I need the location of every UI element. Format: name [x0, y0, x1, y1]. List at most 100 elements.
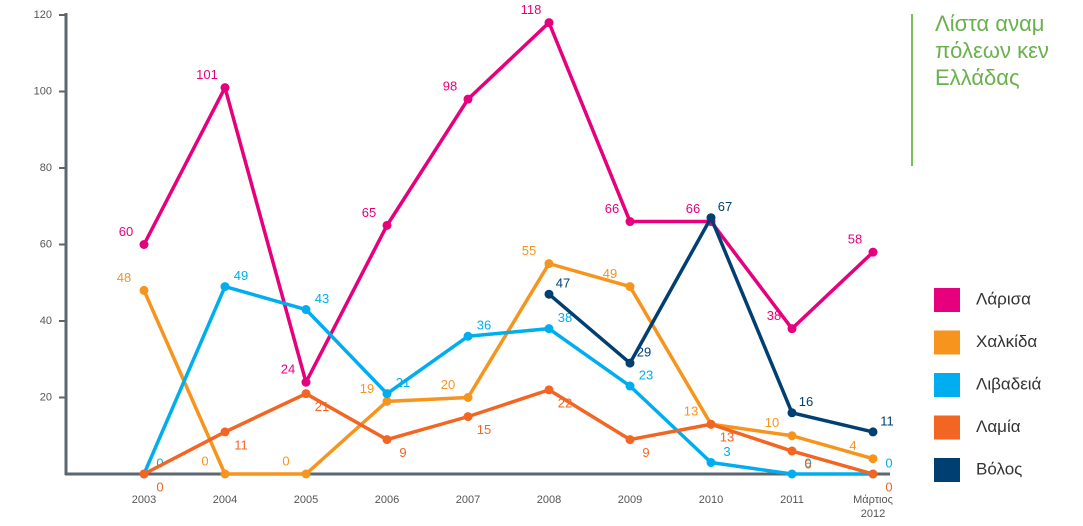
data-label: 49: [603, 266, 617, 281]
data-point: [463, 94, 473, 104]
data-point: [625, 217, 635, 227]
legend-label: Λαμία: [976, 417, 1021, 436]
legend-swatch: [934, 415, 960, 440]
data-point: [544, 385, 554, 395]
y-tick-label: 100: [34, 85, 52, 97]
data-label: 19: [360, 381, 374, 396]
data-label: 47: [556, 276, 570, 291]
legend-swatch: [934, 330, 960, 355]
data-point: [787, 431, 797, 441]
data-label: 20: [441, 377, 455, 392]
data-label: 0: [885, 455, 892, 470]
data-point: [139, 285, 149, 295]
y-tick-label: 80: [40, 162, 52, 174]
legend-label: Λιβαδειά: [976, 374, 1042, 393]
data-label: 29: [637, 345, 651, 360]
legend-label: Χαλκίδα: [976, 332, 1037, 351]
y-tick-label: 120: [34, 9, 52, 21]
data-label: 0: [804, 455, 811, 470]
x-tick-label: 2003: [132, 494, 156, 506]
data-point: [220, 427, 230, 437]
data-label: 13: [720, 430, 734, 445]
series-line: [142, 284, 873, 476]
data-point: [301, 469, 311, 479]
data-label: 16: [799, 394, 813, 409]
data-label: 38: [767, 308, 781, 323]
data-label: 55: [522, 243, 536, 258]
data-label: 38: [558, 310, 572, 325]
data-label: 23: [639, 367, 653, 382]
x-tick-label: 2009: [618, 494, 642, 506]
data-point: [301, 305, 311, 315]
data-label: 0: [282, 453, 289, 468]
data-label: 6: [804, 456, 811, 471]
data-point: [139, 469, 149, 479]
data-point: [868, 454, 878, 464]
data-point: [868, 427, 878, 437]
series-line: [143, 388, 874, 476]
data-label: 36: [477, 318, 491, 333]
data-point: [220, 469, 230, 479]
x-tick-label: 2004: [213, 494, 237, 506]
data-label: 11: [880, 413, 894, 428]
data-label: 66: [605, 201, 619, 216]
data-label: 9: [399, 445, 406, 460]
data-point: [625, 358, 635, 368]
data-label: 101: [196, 67, 218, 82]
data-point: [382, 220, 392, 230]
data-point: [544, 18, 554, 28]
data-point: [382, 435, 392, 445]
data-label: 0: [885, 479, 892, 494]
x-tick-label: 2010: [699, 494, 723, 506]
data-label: 11: [234, 437, 248, 452]
data-point: [625, 282, 635, 292]
data-label: 65: [362, 205, 376, 220]
data-label: 0: [156, 479, 163, 494]
x-tick-label: Μάρτιος 2012: [853, 494, 893, 520]
data-label: 48: [117, 270, 131, 285]
data-point: [220, 282, 230, 292]
legend-label: Βόλος: [976, 459, 1022, 478]
data-label: 67: [718, 199, 732, 214]
data-label: 98: [443, 79, 457, 94]
data-label: 4: [849, 438, 856, 453]
data-point: [301, 389, 311, 399]
data-point: [787, 446, 797, 456]
data-label: 3: [723, 444, 730, 459]
data-label: 15: [477, 422, 491, 437]
x-tick-label: 2008: [537, 494, 561, 506]
legend-swatch: [934, 373, 960, 397]
data-point: [544, 289, 554, 299]
x-tick-label: 2005: [294, 494, 318, 506]
title-bar: [911, 14, 913, 166]
data-label: 21: [315, 399, 329, 414]
data-label: 43: [315, 291, 329, 306]
data-point: [382, 396, 392, 406]
x-tick-label: 2011: [780, 494, 804, 506]
data-label: 24: [281, 362, 295, 377]
chart-title: Λίστα αναμ πόλεων κεν Ελλάδας: [935, 11, 1049, 90]
data-point: [625, 381, 635, 391]
data-point: [706, 419, 716, 429]
data-point: [544, 324, 554, 334]
data-point: [382, 389, 392, 399]
data-label: 66: [686, 201, 700, 216]
data-label: 10: [765, 415, 779, 430]
series-line: [142, 20, 875, 384]
data-label: 0: [201, 453, 208, 468]
data-point: [463, 331, 473, 341]
data-label: 13: [684, 404, 698, 419]
data-point: [787, 324, 797, 334]
x-tick-label: 2007: [456, 494, 480, 506]
data-point: [220, 83, 230, 93]
data-point: [139, 240, 149, 249]
data-point: [625, 435, 635, 445]
data-point: [544, 259, 554, 269]
data-label: 49: [234, 268, 248, 283]
legend-swatch: [934, 458, 960, 482]
data-point: [787, 469, 797, 479]
data-point: [463, 412, 473, 422]
x-tick-label: 2006: [375, 494, 399, 506]
